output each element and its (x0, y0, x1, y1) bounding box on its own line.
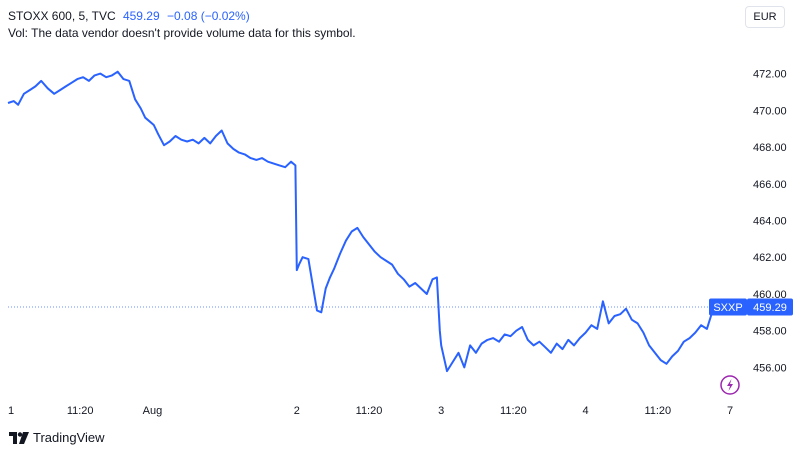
x-tick-label: 11:20 (500, 405, 527, 417)
currency-button[interactable]: EUR (745, 6, 785, 28)
x-tick-label: 4 (583, 405, 589, 417)
y-tick-label: 472.00 (753, 69, 787, 81)
x-tick-label: 11:20 (356, 405, 383, 417)
price-series-line (7, 70, 719, 373)
tradingview-brand: TradingView (33, 430, 105, 445)
legend-symbol: STOXX 600, 5, TVC (8, 9, 116, 23)
x-tick-label: Aug (143, 405, 163, 417)
y-tick-label: 458.00 (753, 326, 787, 338)
price-tag-value-bg (747, 298, 793, 316)
x-tick-label: 1 (8, 405, 14, 417)
price-tag-symbol-bg (709, 298, 747, 316)
x-tick-label: 11:20 (644, 405, 671, 417)
y-tick-label: 462.00 (753, 252, 787, 264)
x-axis: 1 11:20 Aug 2 11:20 3 11:20 4 11:20 7 (8, 405, 733, 417)
legend-volume-note: Vol: The data vendor doesn't provide vol… (8, 26, 356, 40)
y-tick-label: 456.00 (753, 362, 787, 374)
lightning-icon (727, 379, 733, 391)
y-tick-label: 466.00 (753, 179, 787, 191)
y-tick-label: 468.00 (753, 142, 787, 154)
y-tick-label: 460.00 (753, 289, 787, 301)
y-axis: 472.00 470.00 468.00 466.00 464.00 462.00 460.… (753, 69, 787, 375)
legend-change: −0.08 (−0.02%) (167, 9, 250, 23)
x-tick-label: 3 (438, 405, 444, 417)
legend-symbol-row: STOXX 600, 5, TVC 459.29 −0.08 (−0.02%) (8, 8, 356, 25)
tradingview-logo[interactable]: TradingView (9, 430, 105, 445)
event-marker[interactable] (720, 375, 740, 395)
legend-last-price: 459.29 (122, 9, 160, 23)
x-tick-label: 7 (727, 405, 733, 417)
chart-legend: STOXX 600, 5, TVC 459.29 −0.08 (−0.02%) … (8, 8, 356, 42)
x-tick-label: 11:20 (67, 405, 94, 417)
price-tag-value: 459.29 (753, 302, 787, 314)
y-tick-label: 464.00 (753, 216, 787, 228)
y-tick-label: 470.00 (753, 105, 787, 117)
price-tag: SXXP 459.29 (709, 298, 793, 316)
x-tick-label: 2 (294, 405, 300, 417)
price-tag-symbol: SXXP (713, 302, 742, 314)
tradingview-logo-icon (9, 431, 29, 444)
